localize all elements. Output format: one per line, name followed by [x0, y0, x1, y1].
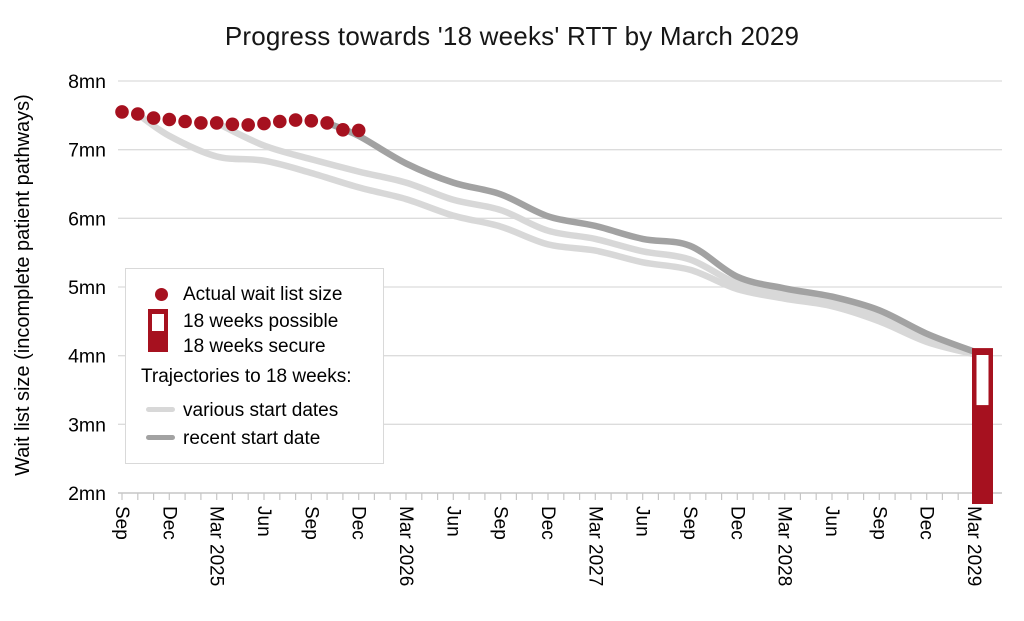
legend-actual-label: Actual wait list size	[183, 284, 343, 305]
actual-point	[209, 116, 224, 130]
legend-trajectories-heading: Trajectories to 18 weeks:	[141, 366, 352, 387]
x-tick-label: Mar 2028	[774, 506, 795, 586]
x-tick-label: Dec	[348, 506, 369, 540]
x-tick-label: Jun	[632, 506, 653, 537]
actual-point	[320, 116, 334, 130]
actual-point	[115, 105, 129, 119]
x-tick-label: Mar 2027	[584, 506, 605, 586]
x-tick-label: Sep	[490, 506, 511, 540]
x-tick-label: Dec	[158, 506, 179, 540]
actual-point	[351, 123, 366, 138]
legend-recent-label: recent start date	[183, 428, 321, 449]
actual-point	[178, 114, 192, 129]
target-bar-icon	[148, 309, 168, 352]
actual-point	[131, 107, 145, 121]
x-tick-label: Sep	[679, 506, 700, 540]
actual-point	[241, 118, 255, 132]
possible-band	[976, 355, 989, 406]
legend-various-label: various start dates	[183, 400, 339, 421]
actual-wait-list-dot-icon	[155, 288, 168, 301]
legend-box: Actual wait list size 18 weeks possible …	[125, 268, 384, 464]
actual-point	[336, 123, 350, 137]
y-tick-label: 2mn	[68, 483, 106, 505]
recent-trajectory-line-icon	[146, 435, 175, 440]
x-tick-label: Dec	[537, 506, 558, 540]
actual-point	[194, 116, 208, 130]
x-tick-label: Mar 2026	[395, 506, 416, 586]
y-tick-label: 6mn	[68, 208, 106, 230]
trajectory-line	[213, 119, 978, 358]
y-tick-label: 4mn	[68, 346, 106, 368]
x-tick-label: Jun	[253, 506, 274, 537]
actual-point	[288, 113, 303, 127]
legend-secure-label: 18 weeks secure	[183, 336, 326, 357]
x-tick-label: Jun	[442, 506, 463, 537]
chart-title: Progress towards '18 weeks' RTT by March…	[224, 21, 800, 51]
actual-point	[146, 111, 161, 125]
y-tick-label: 5mn	[68, 277, 106, 299]
x-tick-label: Sep	[868, 506, 889, 540]
actual-point	[273, 114, 287, 129]
y-tick-label: 7mn	[68, 140, 106, 162]
various-trajectory-line-icon	[146, 407, 175, 412]
actual-point	[304, 114, 319, 128]
x-tick-label: Jun	[821, 506, 842, 537]
actual-point	[257, 116, 271, 131]
actual-point	[162, 112, 177, 127]
x-tick-label: Dec	[916, 506, 937, 540]
x-tick-label: Dec	[726, 506, 747, 540]
y-tick-label: 3mn	[68, 414, 106, 436]
possible-band-icon	[152, 314, 164, 331]
trajectory-line	[134, 110, 978, 358]
x-tick-label: Sep	[111, 506, 132, 540]
x-tick-label: Mar 2029	[963, 506, 984, 586]
legend-possible-label: 18 weeks possible	[183, 311, 339, 332]
actual-point	[225, 117, 240, 132]
trajectory-line	[323, 119, 978, 355]
x-tick-label: Mar 2025	[206, 506, 227, 586]
x-tick-label: Sep	[300, 506, 321, 540]
y-tick-label: 8mn	[68, 71, 106, 93]
